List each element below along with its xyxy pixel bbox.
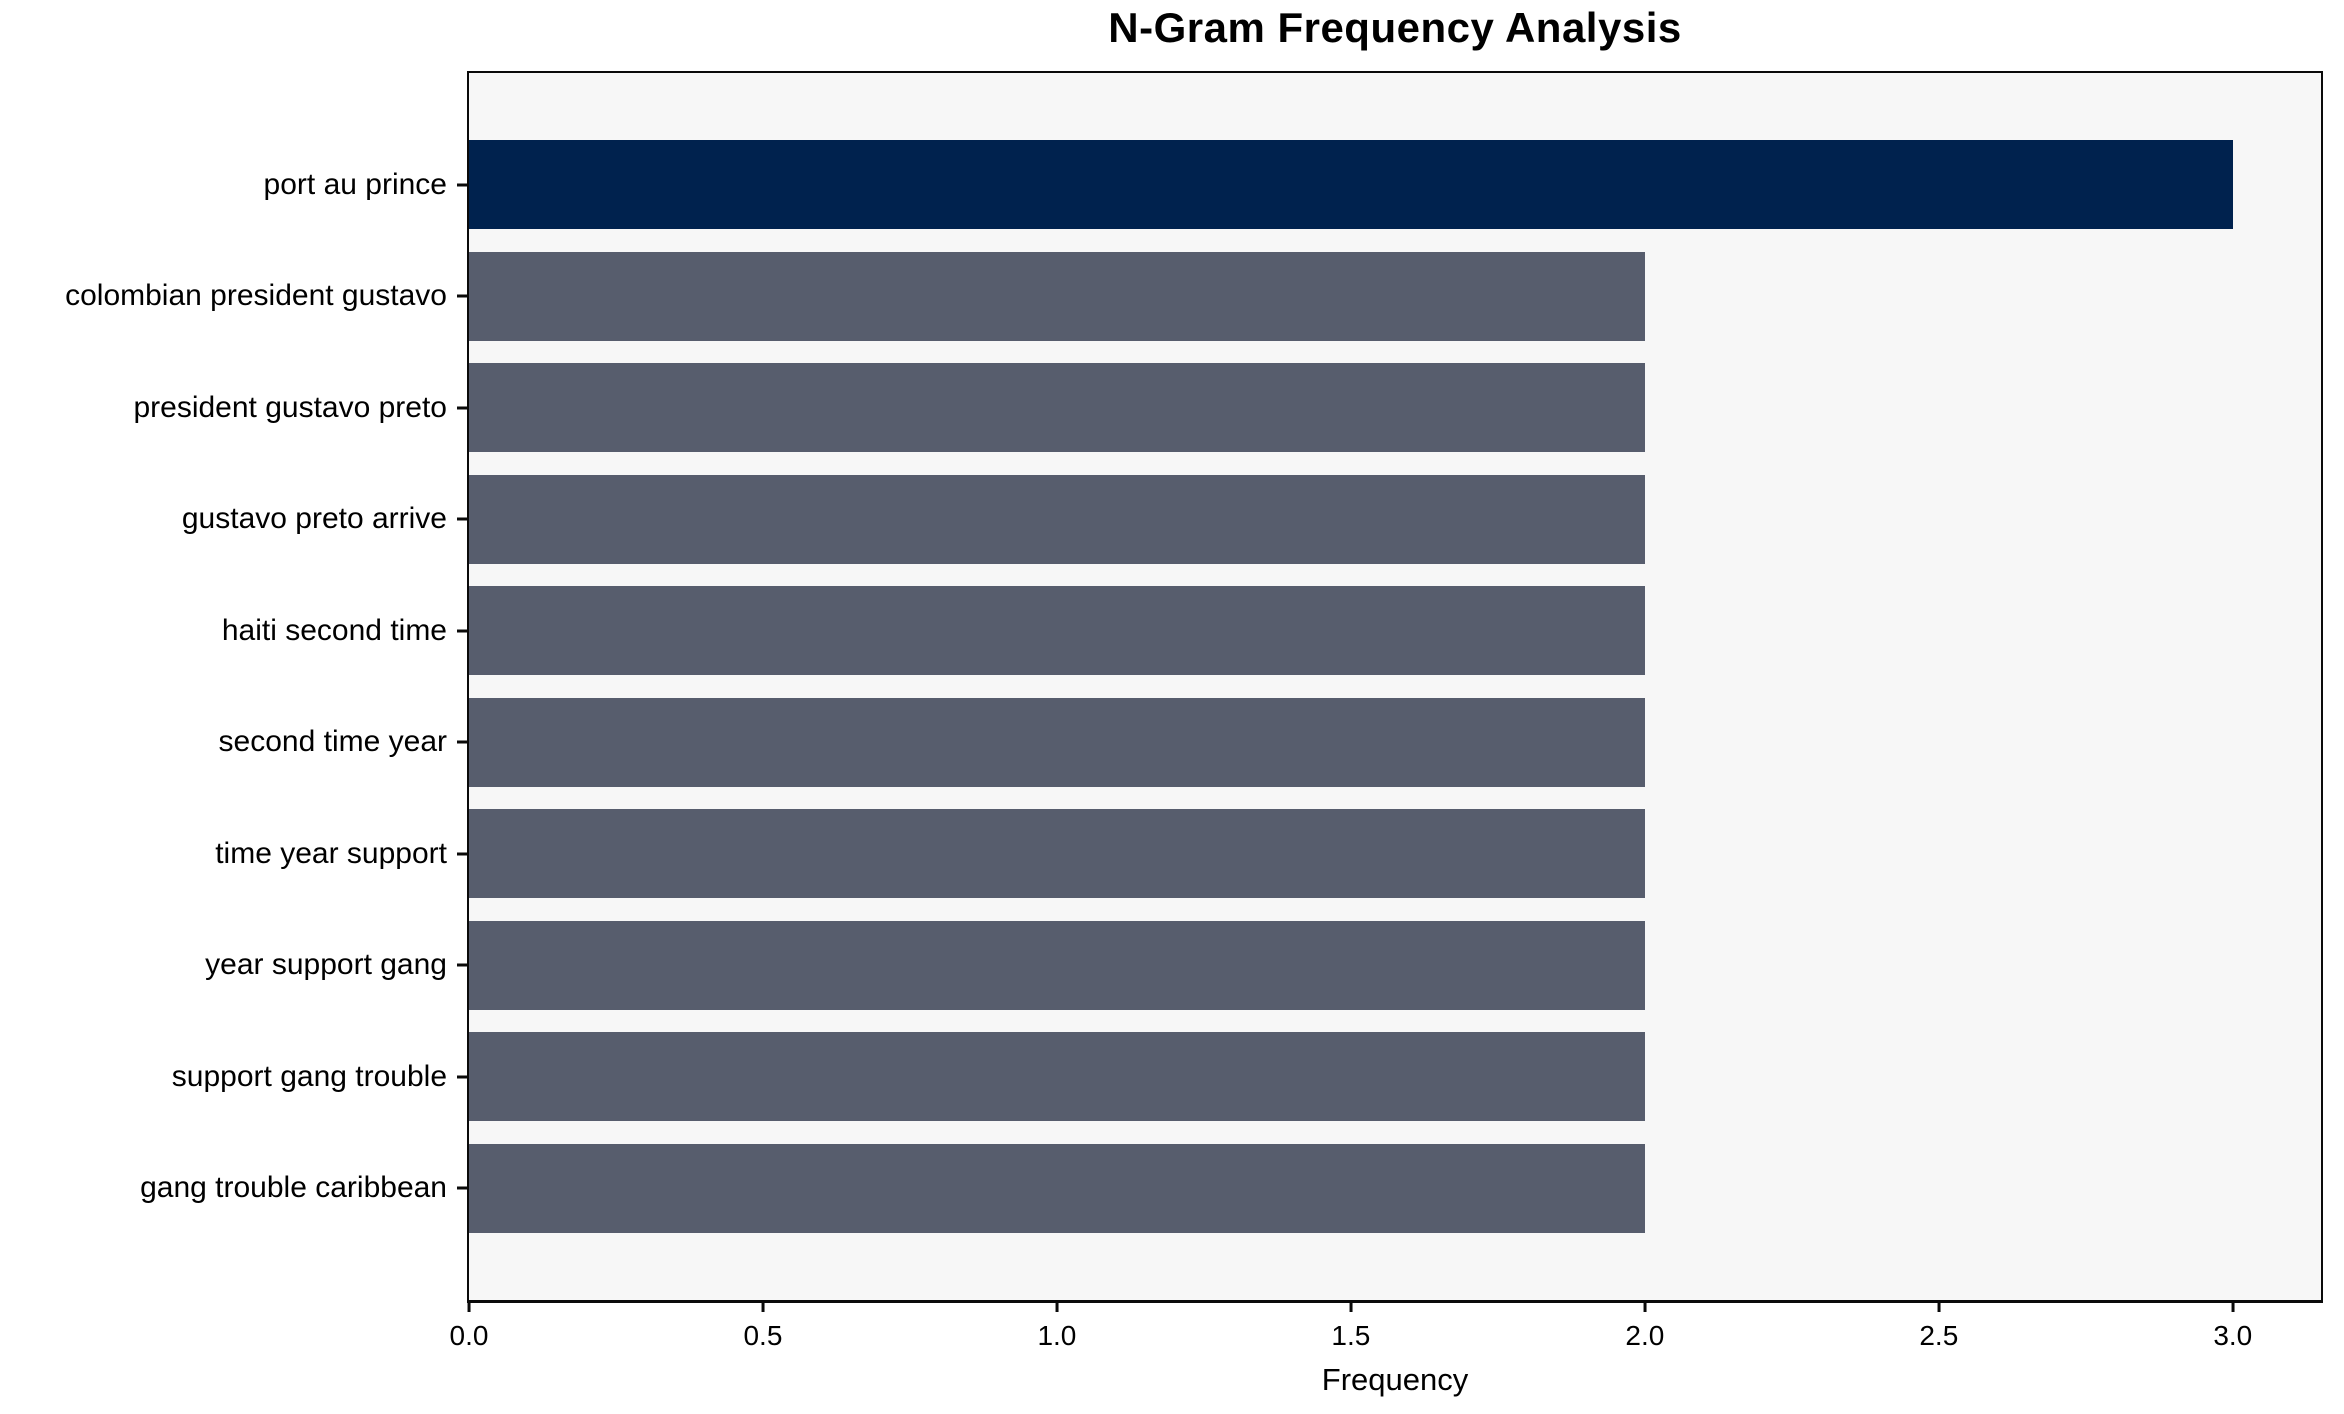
y-axis-category-label: support gang trouble <box>171 1059 447 1093</box>
bar-haiti-second-time <box>469 586 1645 676</box>
x-tick-label: 1.5 <box>1331 1320 1371 1351</box>
bar-president-gustavo-preto <box>469 363 1645 453</box>
bar-row: support gang trouble <box>172 1021 2321 1133</box>
bar-support-gang-trouble <box>469 1032 1645 1122</box>
y-axis-category-label: time year support <box>215 836 447 870</box>
y-tick-mark <box>457 963 469 967</box>
x-axis-label: Frequency <box>1321 1362 1469 1397</box>
x-tick-mark <box>467 1300 471 1312</box>
x-tick-mark <box>1937 1300 1941 1312</box>
y-tick-mark <box>457 406 469 410</box>
y-axis-category-label: port au prince <box>263 167 447 201</box>
x-tick: 0.0 <box>449 1300 489 1352</box>
bar-time-year-support <box>469 809 1645 899</box>
y-axis-category-label: gustavo preto arrive <box>181 502 447 536</box>
x-tick: 0.5 <box>743 1300 782 1352</box>
bar-row: gustavo preto arrive <box>182 464 2321 576</box>
x-tick-mark <box>1055 1300 1059 1312</box>
y-tick-mark <box>457 1075 469 1079</box>
x-tick-label: 0.5 <box>743 1320 783 1351</box>
bar-row: second time year <box>219 687 2321 799</box>
bar-row: gang trouble caribbean <box>140 1133 2321 1245</box>
y-tick-mark <box>457 294 469 298</box>
bar-row: time year support <box>215 798 2321 910</box>
bar-row: haiti second time <box>222 575 2321 687</box>
y-axis-category-label: second time year <box>218 725 447 759</box>
x-tick-label: 2.5 <box>1919 1320 1959 1351</box>
y-tick-mark <box>457 183 469 187</box>
bar-second-time-year <box>469 697 1645 787</box>
bars-container: port au prince colombian president gustav… <box>65 129 2321 1245</box>
y-axis-category-label: year support gang <box>205 948 447 982</box>
chart-title: N-Gram Frequency Analysis <box>1108 4 1682 51</box>
x-tick-label: 0.0 <box>449 1320 489 1351</box>
x-tick: 3.0 <box>2213 1300 2252 1352</box>
bar-port-au-prince <box>469 140 2233 230</box>
y-axis-category-label: gang trouble caribbean <box>140 1171 447 1205</box>
bar-row: port au prince <box>264 129 2321 241</box>
bar-gang-trouble-caribbean <box>469 1143 1645 1233</box>
x-tick: 1.0 <box>1037 1300 1076 1352</box>
y-tick-mark <box>457 517 469 521</box>
x-tick-mark <box>761 1300 765 1312</box>
bar-year-support-gang <box>469 920 1645 1010</box>
y-axis-category-label: haiti second time <box>221 613 447 647</box>
x-tick: 2.0 <box>1625 1300 1664 1352</box>
bar-colombian-president-gustavo <box>469 251 1645 341</box>
x-tick-label: 2.0 <box>1625 1320 1665 1351</box>
x-tick-mark <box>1643 1300 1647 1312</box>
bar-gustavo-preto-arrive <box>469 474 1645 564</box>
bar-row: president gustavo preto <box>133 352 2321 464</box>
x-tick-label: 3.0 <box>2213 1320 2253 1351</box>
x-tick: 1.5 <box>1331 1300 1370 1352</box>
y-tick-mark <box>457 629 469 633</box>
y-tick-mark <box>457 1186 469 1190</box>
x-tick-mark <box>2231 1300 2235 1312</box>
bar-row: year support gang <box>205 910 2321 1022</box>
x-tick-mark <box>1349 1300 1353 1312</box>
y-tick-mark <box>457 852 469 856</box>
x-tick: 2.5 <box>1919 1300 1958 1352</box>
x-tick-label: 1.0 <box>1037 1320 1077 1351</box>
plot-area: port au prince colombian president gustav… <box>65 71 2323 1397</box>
y-axis-category-label: president gustavo preto <box>133 390 447 424</box>
y-tick-mark <box>457 740 469 744</box>
bar-row: colombian president gustavo <box>65 241 2321 353</box>
y-axis-category-label: colombian president gustavo <box>65 279 447 313</box>
